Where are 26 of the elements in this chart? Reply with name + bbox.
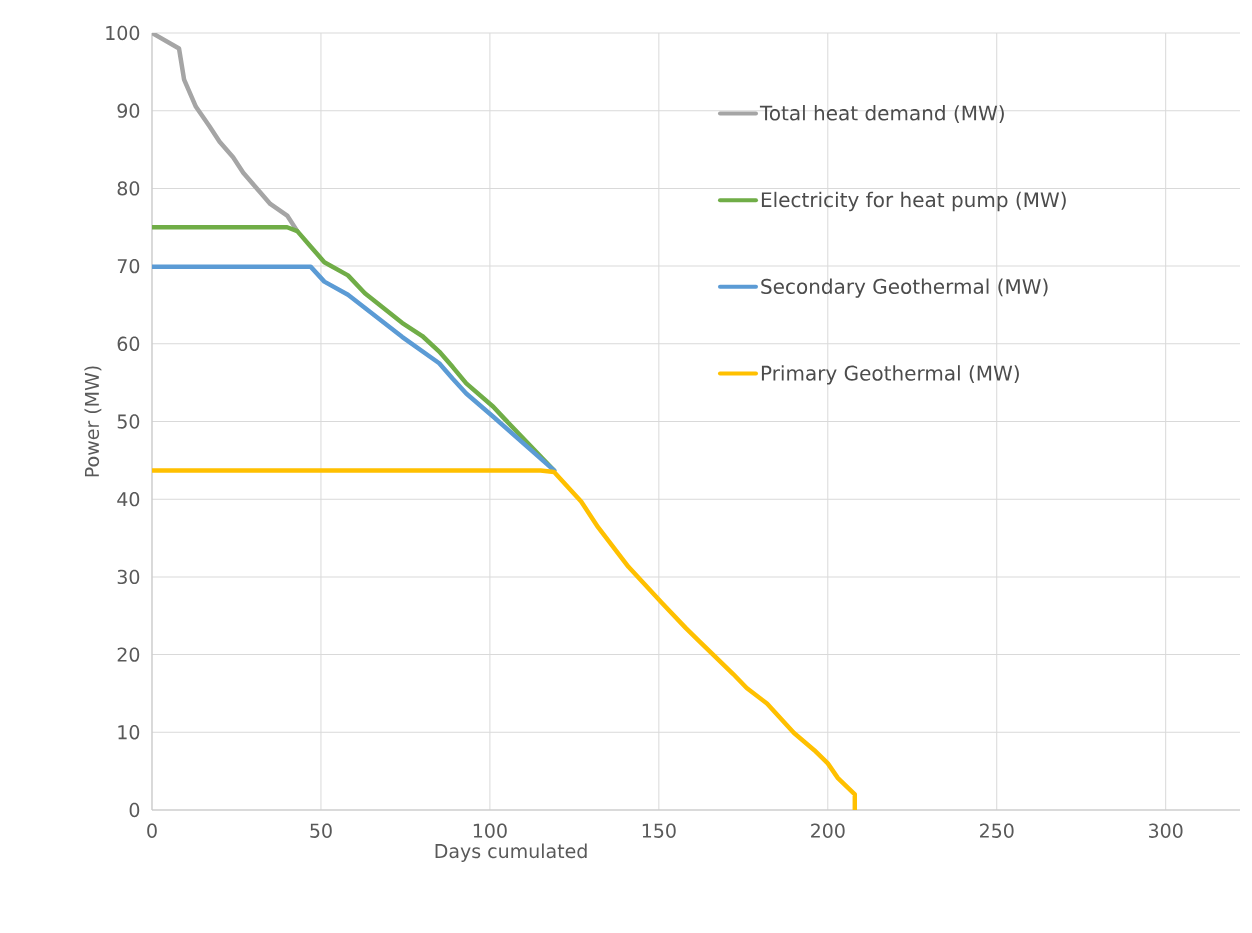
line-series <box>152 264 557 473</box>
legend-label: Total heat demand (MW) <box>759 105 1004 123</box>
legend-label: Secondary Geothermal (MW) <box>761 278 1048 298</box>
y-axis-title: Power (MW) <box>84 366 102 477</box>
y-tick-label: 30 <box>117 569 140 585</box>
y-tick-label: 50 <box>117 414 140 429</box>
y-tick-label: 20 <box>117 647 140 662</box>
x-tick-label: 200 <box>811 823 845 838</box>
x-tick-label: 150 <box>642 823 676 838</box>
y-tick-label: 60 <box>117 336 140 351</box>
x-tick-label: 300 <box>1148 823 1183 838</box>
y-tick-label: 100 <box>106 25 140 41</box>
y-tick-label: 90 <box>117 103 140 118</box>
x-tick-label: 100 <box>473 823 507 838</box>
x-tick-label: 0 <box>147 823 157 838</box>
x-axis-title: Days cumulated <box>435 843 587 862</box>
y-tick-label: 0 <box>129 802 140 818</box>
y-tick-label: 10 <box>118 725 140 740</box>
x-tick-label: 250 <box>980 823 1014 838</box>
y-tick-label: 70 <box>117 258 140 274</box>
legend-label: Electricity for heat pump (MW) <box>761 191 1066 212</box>
legend-label: Primary Geothermal (MW) <box>761 365 1019 385</box>
line-series <box>152 468 858 810</box>
y-tick-label: 40 <box>117 492 140 507</box>
x-tick-label: 50 <box>310 823 332 838</box>
y-tick-label: 80 <box>117 181 140 196</box>
